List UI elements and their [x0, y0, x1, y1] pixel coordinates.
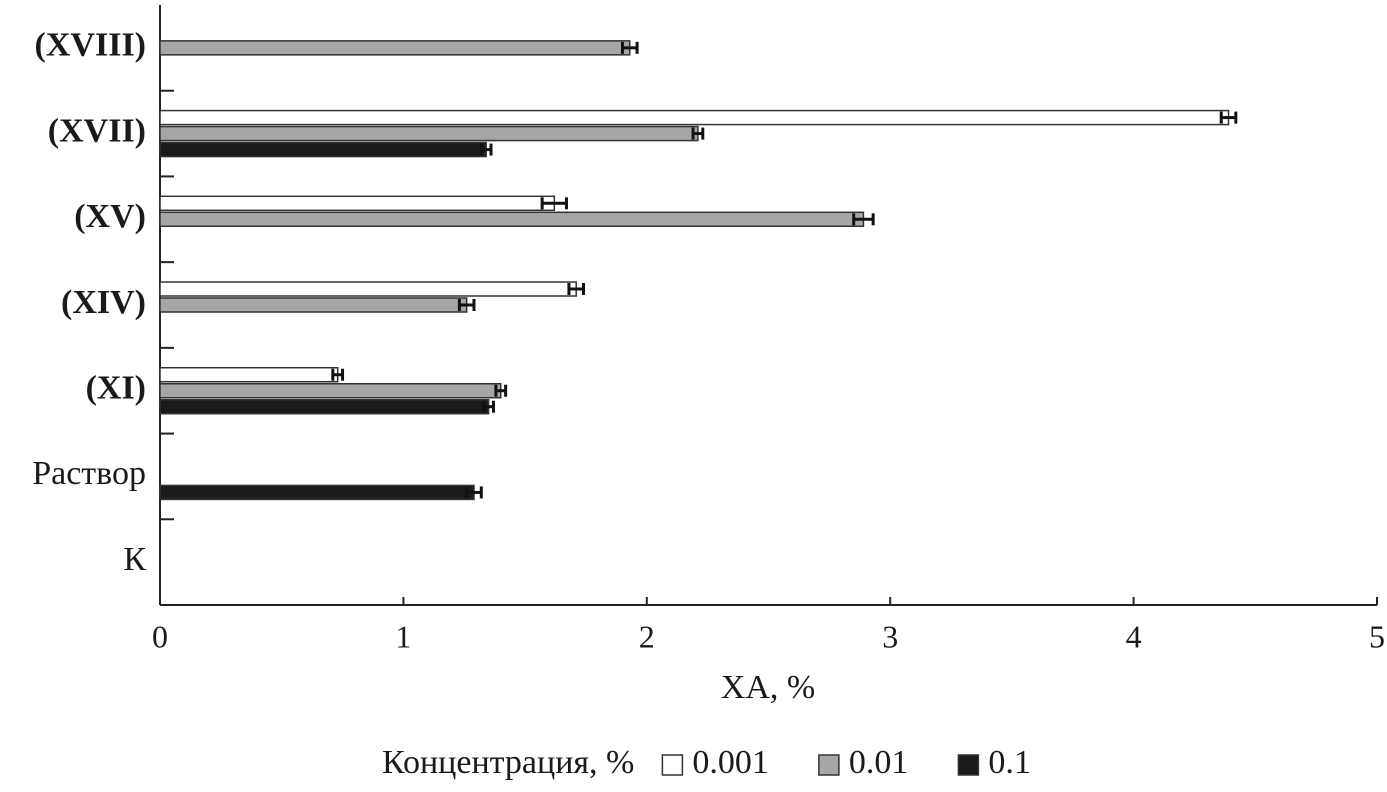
bar — [159, 125, 699, 142]
y-tick-label: (XI) — [86, 370, 146, 407]
legend-label: 0.01 — [849, 744, 909, 781]
y-tick-label: (XVIII) — [35, 27, 146, 64]
legend-label: 0.001 — [692, 744, 769, 781]
bar — [159, 382, 502, 399]
legend-label: 0.1 — [988, 744, 1031, 781]
error-bar — [479, 143, 493, 156]
legend-title: Концентрация, % — [382, 744, 634, 781]
x-axis-title: ХА, % — [721, 669, 815, 706]
bar — [159, 398, 490, 415]
bar — [159, 195, 556, 212]
bar — [159, 484, 475, 501]
y-tick-label: (XIV) — [61, 284, 146, 321]
error-bar — [852, 213, 875, 226]
bar — [159, 40, 631, 56]
legend-swatch — [661, 754, 684, 776]
error-bar — [567, 283, 586, 295]
bar — [159, 297, 468, 313]
x-tick-label: 0 — [152, 618, 168, 654]
legend-swatch — [957, 754, 980, 776]
x-tick-label: 1 — [395, 618, 411, 654]
error-bar — [331, 368, 345, 381]
y-tick-label: (XVII) — [48, 112, 146, 149]
x-tick-label: 4 — [1126, 618, 1142, 654]
bar — [159, 366, 339, 383]
y-tick-label: (XV) — [74, 198, 146, 235]
error-bar — [494, 384, 508, 397]
bar — [159, 211, 865, 228]
bar — [159, 281, 577, 297]
y-tick-label: К — [123, 541, 146, 578]
x-tick-label: 2 — [639, 618, 655, 654]
x-tick-label: 3 — [882, 618, 898, 654]
legend-swatch — [818, 754, 840, 776]
x-tick-label: 5 — [1369, 618, 1385, 654]
bar — [159, 141, 487, 158]
y-tick-label: Раствор — [32, 455, 146, 492]
error-bar — [691, 127, 705, 140]
error-bar — [457, 299, 476, 311]
error-bar — [540, 197, 568, 210]
error-bar — [482, 400, 495, 413]
error-bar — [620, 41, 639, 54]
error-bar — [465, 486, 483, 499]
error-bar — [1219, 111, 1238, 124]
bar — [159, 109, 1230, 126]
